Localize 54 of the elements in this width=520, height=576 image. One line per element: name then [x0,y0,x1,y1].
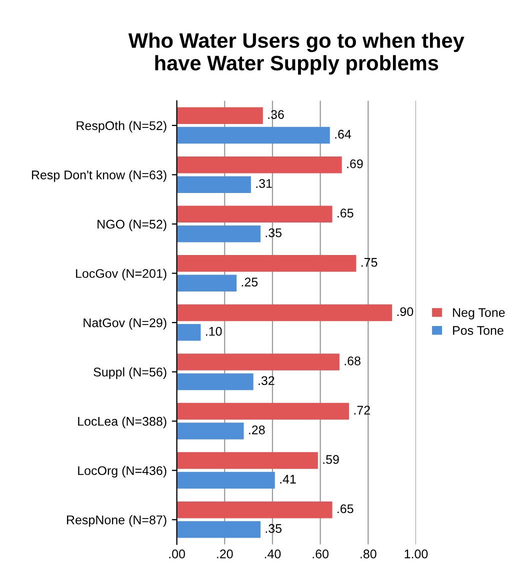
data-label: .75 [362,258,378,267]
data-label: .68 [344,356,360,366]
bar [176,126,330,144]
data-label: .65 [338,504,354,514]
y-tick-label: RespNone (N=87) [67,515,166,527]
bar [176,107,263,124]
data-label: .59 [323,455,339,464]
data-label: .72 [354,406,370,414]
bar [176,156,342,174]
data-label: .64 [335,130,352,139]
data-label: .41 [280,474,296,484]
bar [176,354,340,370]
data-label: .69 [347,159,363,168]
y-tick-label: LocOrg (N=436) [78,466,166,478]
bar [176,501,332,518]
bar [176,521,261,538]
legend-label: Pos Tone [453,326,504,335]
x-tick-label: 1.00 [404,550,428,558]
y-tick-label: NatGov (N=29) [84,318,166,330]
data-label: .35 [266,524,282,533]
y-tick-label: Resp Don't know (N=63) [32,170,166,182]
bar [176,225,261,242]
bar [176,422,244,440]
bar [176,274,237,292]
y-tick-label: Suppl (N=56) [94,367,166,379]
bar [176,452,318,469]
chart-title: Who Water Users go to when they have Water Supply problems [128,32,464,75]
data-label: .10 [206,326,222,336]
data-label: .35 [266,228,282,238]
y-tick-label: RespOth (N=52) [76,120,166,133]
data-label: .28 [249,425,265,434]
bar [176,176,251,193]
x-tick-label: .60 [312,550,329,558]
bar [176,472,275,489]
y-tick-label: LocGov (N=201) [76,268,166,280]
x-tick-label: .20 [217,550,233,558]
bar [176,206,332,223]
data-label: .31 [256,179,272,188]
data-label: .32 [258,376,274,386]
bar [176,402,350,420]
bar [176,373,254,390]
data-label: .65 [338,208,354,218]
y-tick-label: LocLea (N=388) [78,416,166,428]
y-tick-label: NGO (N=52) [98,219,166,232]
x-tick-label: .40 [264,550,281,558]
x-tick-label: .80 [360,550,376,558]
x-tick-label: .00 [169,550,185,558]
bar [176,304,392,322]
data-label: .25 [242,278,258,286]
legend-label: Neg Tone [453,308,505,320]
data-label: .36 [268,110,284,119]
bar [176,324,201,341]
bar [176,255,356,272]
data-label: .90 [397,307,414,316]
